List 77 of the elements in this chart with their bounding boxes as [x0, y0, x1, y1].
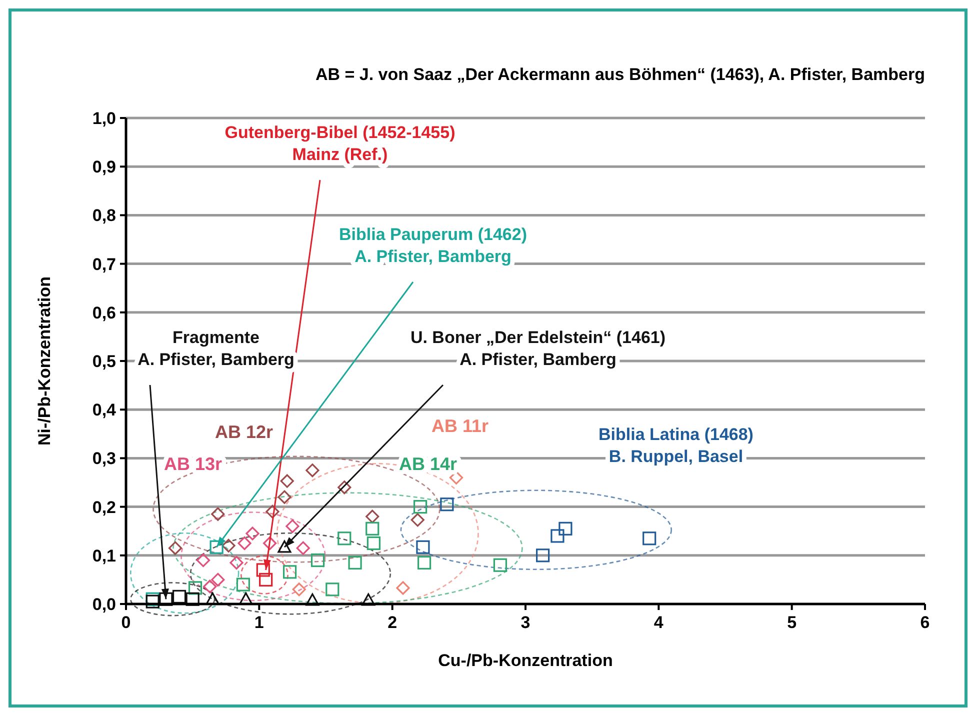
y-tick-label: 0,2 — [92, 498, 116, 517]
point — [417, 556, 432, 570]
point — [642, 532, 656, 546]
point — [246, 526, 260, 540]
point — [410, 513, 424, 527]
point — [168, 541, 182, 555]
point — [222, 538, 236, 552]
point — [278, 490, 292, 504]
y-tick-label: 1,0 — [92, 109, 116, 128]
point — [440, 498, 454, 512]
point — [416, 540, 430, 554]
point — [280, 474, 294, 488]
point — [550, 529, 564, 543]
annotation: Biblia Pauperum (1462) A. Pfister, Bamberg — [338, 225, 528, 266]
x-tick-label: 3 — [520, 613, 530, 632]
point — [206, 592, 220, 605]
text: AB 13r — [164, 454, 222, 474]
point — [326, 582, 340, 596]
x-tick-label: 0 — [121, 613, 131, 632]
point — [188, 581, 202, 595]
series-label: AB 14r — [398, 454, 458, 474]
point — [211, 507, 225, 521]
point — [230, 556, 244, 570]
y-tick-label: 0,3 — [92, 449, 116, 468]
y-tick-label: 0,6 — [92, 303, 116, 322]
point — [236, 578, 250, 592]
x-tick-label: 1 — [254, 613, 264, 632]
annotation: U. Boner „Der Edelstein“ (1461) A. Pfister, Bamberg — [410, 328, 666, 369]
point — [203, 580, 217, 594]
point — [196, 553, 210, 568]
point — [338, 532, 352, 546]
point — [159, 592, 173, 606]
series-label: AB 12r — [214, 422, 274, 442]
x-axis-title: Cu-/Pb-Konzentration — [438, 651, 613, 670]
point — [186, 592, 200, 606]
y-tick-label: 0,9 — [92, 158, 116, 177]
point — [172, 590, 186, 604]
point — [282, 565, 297, 579]
point — [306, 464, 320, 478]
point — [366, 522, 380, 536]
text: AB 11r — [431, 416, 489, 436]
annotation: Fragmente A. Pfister, Bamberg — [138, 328, 294, 369]
point — [210, 540, 224, 554]
point — [348, 556, 362, 570]
y-tick-label: 0,4 — [92, 400, 117, 420]
point — [296, 541, 310, 555]
x-tick-label: 4 — [654, 613, 664, 632]
point — [266, 504, 280, 518]
point — [211, 572, 225, 586]
x-tick-label: 2 — [388, 613, 398, 632]
x-tick-label: 6 — [920, 613, 930, 632]
annotation: Biblia Latina (1468) B. Ruppel, Basel — [598, 425, 754, 466]
point — [449, 470, 464, 484]
point — [238, 536, 252, 550]
point — [414, 500, 428, 514]
point — [338, 480, 352, 494]
y-tick-label: 0,8 — [92, 206, 116, 226]
point — [310, 553, 325, 568]
point — [286, 519, 300, 534]
y-tick-label: 0,7 — [92, 254, 116, 274]
y-tick-label: 0,1 — [92, 546, 116, 566]
point — [366, 510, 380, 524]
chart-title: AB = J. von Saaz „Der Ackermann aus Böhmen“ (1463), A. Pfister, Bamberg — [315, 65, 925, 84]
point — [558, 522, 572, 536]
point — [278, 540, 292, 553]
annotation: Gutenberg-Bibel (1452-1455) Mainz (Ref.) — [224, 123, 456, 164]
point — [366, 536, 380, 550]
y-tick-label: 0,5 — [92, 352, 116, 371]
y-axis-title: Ni-/Pb-Konzentration — [35, 276, 54, 446]
point — [263, 536, 277, 550]
y-tick-label: 0,0 — [92, 595, 116, 614]
x-tick-label: 5 — [787, 613, 797, 632]
point — [146, 594, 160, 608]
point — [292, 582, 306, 596]
point — [396, 581, 410, 595]
point — [493, 558, 507, 572]
point — [536, 548, 550, 562]
